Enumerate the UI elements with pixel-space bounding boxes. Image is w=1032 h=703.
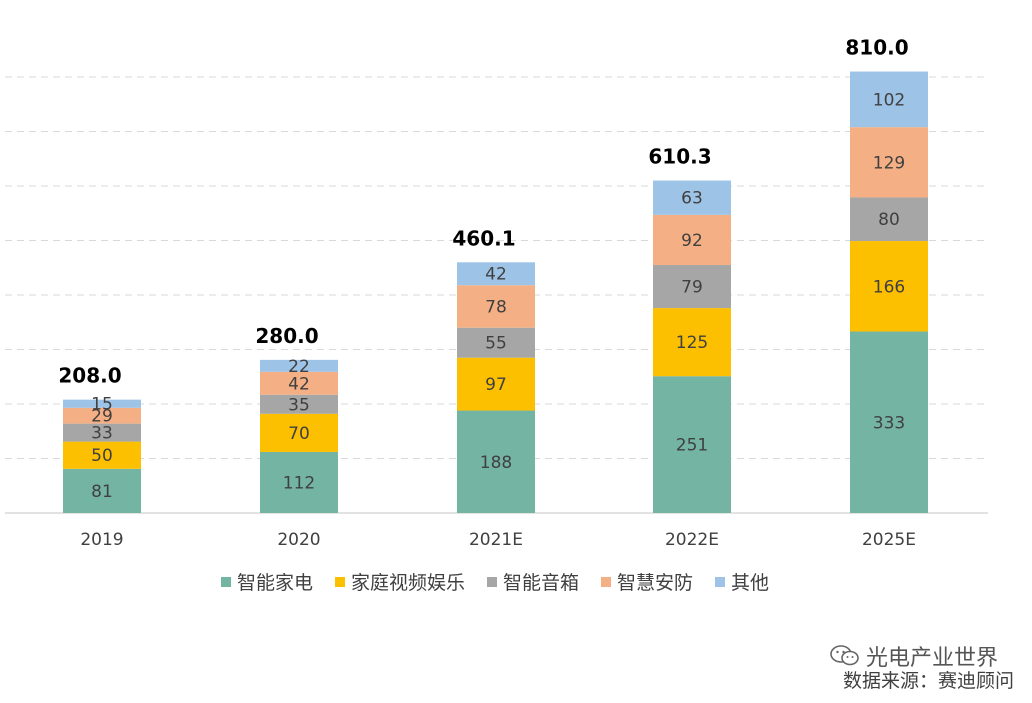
bar-segment	[260, 371, 338, 395]
legend-item: 智慧安防	[601, 568, 693, 595]
legend-label: 智能家电	[236, 572, 313, 594]
data-label: 55	[485, 334, 507, 354]
data-label: 81	[91, 482, 113, 502]
data-label: 79	[681, 278, 703, 298]
total-label: 810.0	[845, 36, 908, 60]
legend-item: 家庭视频娱乐	[334, 568, 465, 595]
legend-label: 其他	[731, 572, 770, 594]
bar-segment	[260, 359, 338, 372]
data-label: 97	[485, 375, 507, 395]
total-label: 610.3	[648, 145, 711, 169]
bar-segment	[457, 410, 535, 513]
bar-segment	[63, 407, 141, 424]
data-label: 42	[485, 265, 507, 285]
data-label: 188	[480, 453, 512, 473]
bar-segment	[457, 357, 535, 411]
bar-segment	[653, 180, 731, 215]
stacked-bar-chart: 8150332915208.0201911270354222280.020201…	[5, 36, 988, 550]
data-label: 129	[873, 153, 905, 173]
legend-swatch	[220, 576, 231, 587]
legend-swatch	[486, 576, 497, 587]
bar-segment	[850, 127, 928, 198]
bar-segment	[850, 197, 928, 242]
x-tick-label: 2020	[277, 530, 320, 550]
data-label: 29	[91, 407, 113, 427]
bar-segment	[653, 265, 731, 309]
legend-item: 智能音箱	[486, 568, 579, 595]
data-label: 78	[485, 297, 507, 317]
bar-segment	[63, 423, 141, 442]
bar-segment	[457, 327, 535, 358]
bar-segment	[260, 413, 338, 452]
watermark: 光电产业世界	[830, 640, 998, 672]
bar-segment	[653, 214, 731, 266]
bar-segment	[850, 331, 928, 513]
data-label: 112	[283, 473, 315, 493]
legend-swatch	[601, 576, 611, 587]
data-label: 42	[288, 374, 310, 394]
x-tick-label: 2019	[80, 530, 123, 550]
bar-segment	[653, 308, 731, 377]
data-label: 35	[288, 395, 310, 415]
bar-segment	[63, 441, 141, 469]
bar-segment	[260, 394, 338, 414]
data-label: 92	[681, 231, 703, 251]
legend-swatch	[715, 576, 726, 587]
x-tick-label: 2022E	[665, 530, 719, 550]
data-label: 80	[878, 210, 900, 230]
data-label: 63	[681, 189, 703, 209]
legend-label: 家庭视频娱乐	[350, 572, 465, 594]
x-tick-label: 2025E	[862, 530, 916, 550]
legend-swatch	[334, 576, 345, 587]
total-label: 460.1	[452, 226, 515, 250]
data-label: 102	[873, 90, 905, 110]
data-label: 70	[288, 424, 310, 444]
data-label: 33	[91, 424, 113, 444]
bar-segment	[653, 376, 731, 513]
data-label: 333	[873, 413, 905, 433]
source-note: 数据来源：赛迪顾问	[842, 670, 1014, 692]
bar-segment	[63, 399, 141, 408]
data-label: 15	[91, 395, 113, 415]
legend-label: 智慧安防	[617, 572, 694, 594]
legend-label: 智能音箱	[502, 572, 579, 594]
data-label: 50	[91, 446, 113, 466]
data-label: 166	[873, 277, 905, 297]
x-tick-label: 2021E	[469, 530, 523, 550]
legend-item: 智能家电	[220, 568, 313, 595]
data-label: 251	[676, 436, 708, 456]
bar-segment	[850, 71, 928, 128]
chart-legend: 智能家电 家庭视频娱乐 智能音箱 智慧安防 其他	[0, 568, 990, 595]
bar-segment	[457, 262, 535, 286]
bar-segment	[63, 468, 141, 513]
bar-segment	[850, 241, 928, 332]
data-label: 22	[288, 357, 310, 377]
bar-segment	[260, 451, 338, 513]
legend-item: 其他	[715, 568, 769, 595]
watermark-text: 光电产业世界	[865, 646, 998, 671]
total-label: 208.0	[58, 364, 121, 388]
wechat-icon	[830, 645, 859, 666]
data-label: 125	[676, 333, 708, 353]
total-label: 280.0	[255, 324, 318, 348]
bar-segment	[457, 285, 535, 328]
